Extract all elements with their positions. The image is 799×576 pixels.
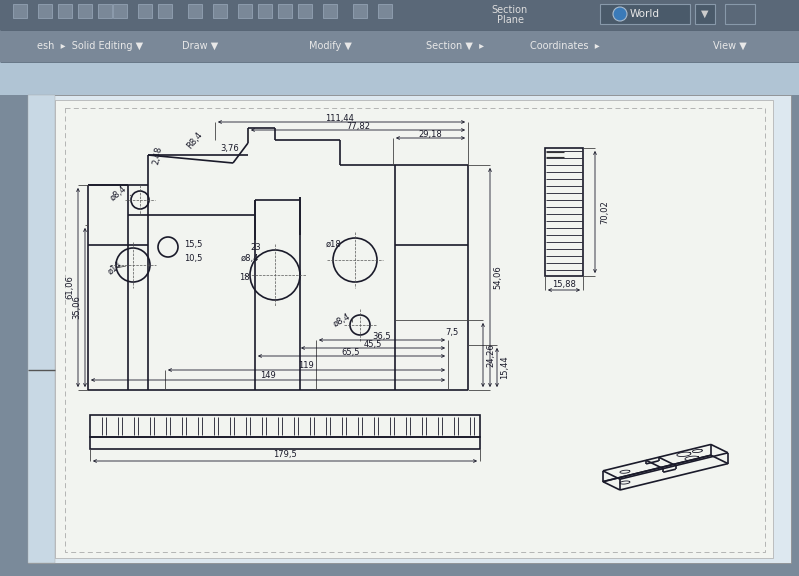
Text: ø8,4: ø8,4 [240, 253, 259, 263]
Text: R8,4: R8,4 [185, 130, 205, 150]
Bar [378, 4, 392, 18]
Bar [58, 4, 72, 18]
Bar [28, 95, 791, 563]
Bar [545, 148, 583, 276]
Bar [98, 4, 112, 18]
Bar [323, 4, 337, 18]
Bar [298, 4, 312, 18]
Bar [188, 4, 202, 18]
Bar [90, 437, 480, 449]
Bar [238, 4, 252, 18]
Text: 2,48: 2,48 [152, 145, 164, 165]
Text: 29,18: 29,18 [418, 130, 442, 138]
Text: 149: 149 [260, 372, 276, 381]
Text: esh  ▸  Solid Editing ▼: esh ▸ Solid Editing ▼ [37, 41, 143, 51]
Bar [0, 62, 799, 95]
Bar [695, 4, 715, 24]
Text: 3,76: 3,76 [221, 143, 240, 153]
Bar [158, 4, 172, 18]
Text: 70,02: 70,02 [601, 200, 610, 224]
Bar [278, 4, 292, 18]
Bar [65, 108, 765, 552]
Bar [138, 4, 152, 18]
Bar [55, 100, 773, 558]
Bar [0, 30, 799, 62]
Text: 77,82: 77,82 [346, 122, 370, 131]
Text: World: World [630, 9, 660, 19]
Text: 15,88: 15,88 [552, 279, 576, 289]
Circle shape [613, 7, 627, 21]
Text: ▼: ▼ [702, 9, 709, 19]
Text: 45,5: 45,5 [364, 339, 382, 348]
Text: ø18: ø18 [326, 240, 342, 248]
Bar [113, 4, 127, 18]
Text: 24,26: 24,26 [487, 343, 495, 367]
Text: 179,5: 179,5 [273, 450, 297, 460]
Text: 7,5: 7,5 [445, 328, 459, 338]
Bar [78, 4, 92, 18]
Text: Draw ▼: Draw ▼ [182, 41, 218, 51]
Text: 119: 119 [298, 362, 314, 370]
Text: 15,5: 15,5 [184, 241, 202, 249]
Bar [0, 0, 799, 30]
Bar [13, 4, 27, 18]
Text: 54,06: 54,06 [494, 266, 503, 289]
Text: Plane: Plane [496, 15, 523, 25]
Text: Section: Section [492, 5, 528, 15]
Text: ø14: ø14 [106, 260, 124, 276]
Bar [213, 4, 227, 18]
Text: ø8,4: ø8,4 [332, 312, 352, 328]
Bar [258, 4, 272, 18]
Text: 10,5: 10,5 [184, 253, 202, 263]
Text: Modify ▼: Modify ▼ [308, 41, 352, 51]
Text: 18: 18 [239, 274, 249, 282]
Text: View ▼: View ▼ [714, 41, 747, 51]
Bar [90, 415, 480, 437]
Bar [600, 4, 690, 24]
Text: 35,06: 35,06 [73, 295, 81, 320]
Text: ø8,4: ø8,4 [108, 184, 128, 202]
Text: 61,06: 61,06 [66, 275, 74, 300]
Bar [28, 95, 55, 563]
Text: 15,44: 15,44 [500, 356, 510, 380]
Text: Section ▼  ▸: Section ▼ ▸ [426, 41, 484, 51]
Bar [353, 4, 367, 18]
Bar [725, 4, 755, 24]
Bar [38, 4, 52, 18]
Text: Coordinates  ▸: Coordinates ▸ [531, 41, 600, 51]
Text: 65,5: 65,5 [342, 347, 360, 357]
Text: 111,44: 111,44 [325, 113, 355, 123]
Text: 23: 23 [251, 244, 261, 252]
Text: 36,5: 36,5 [372, 332, 392, 340]
